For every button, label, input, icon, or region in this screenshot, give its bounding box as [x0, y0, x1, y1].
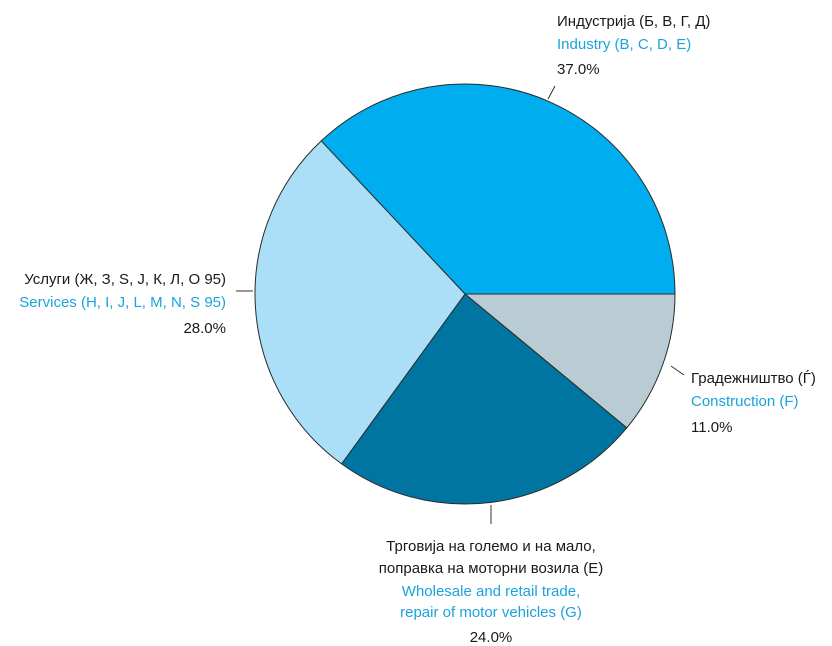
trade-value-label: 24.0% — [470, 629, 513, 646]
industry-value-label: 37.0% — [557, 61, 600, 78]
industry-en-label: Industry (B, C, D, E) — [557, 36, 691, 53]
construction-mk-label: Градежништво (Ѓ) — [691, 370, 816, 387]
services-value-label: 28.0% — [183, 320, 226, 337]
construction-en-label: Construction (F) — [691, 393, 799, 410]
industry-mk-label: Индустрија (Б, В, Г, Д) — [557, 13, 710, 30]
label-construction: Градежништво (Ѓ) Construction (F) 11.0% — [670, 365, 816, 436]
label-industry: Индустрија (Б, В, Г, Д) Industry (B, C, … — [547, 13, 710, 100]
pie-slice-industry — [320, 83, 676, 295]
label-trade: Трговија на големо и на мало, поправка н… — [379, 505, 603, 646]
services-mk-label: Услуги (Ж, З, Ѕ, Ј, К, Л, О 95) — [24, 271, 226, 288]
pie-slice-trade — [341, 293, 628, 505]
construction-value-label: 11.0% — [691, 419, 732, 436]
trade-mk-label-line2: поправка на моторни возила (Е) — [379, 560, 603, 577]
pie-slice-construction — [464, 293, 676, 429]
label-services: Услуги (Ж, З, Ѕ, Ј, К, Л, О 95) Services… — [19, 271, 253, 337]
trade-en-label-line2: repair of motor vehicles (G) — [400, 604, 582, 621]
pie-slice-services — [254, 140, 466, 465]
services-en-label: Services (H, I, J, L, M, N, S 95) — [19, 294, 226, 311]
trade-mk-label-line1: Трговија на големо и на мало, — [386, 538, 596, 555]
pie-slices — [254, 83, 676, 505]
leader-line-industry — [547, 85, 556, 100]
trade-en-label-line1: Wholesale and retail trade, — [402, 583, 580, 600]
leader-line-construction — [670, 365, 685, 376]
